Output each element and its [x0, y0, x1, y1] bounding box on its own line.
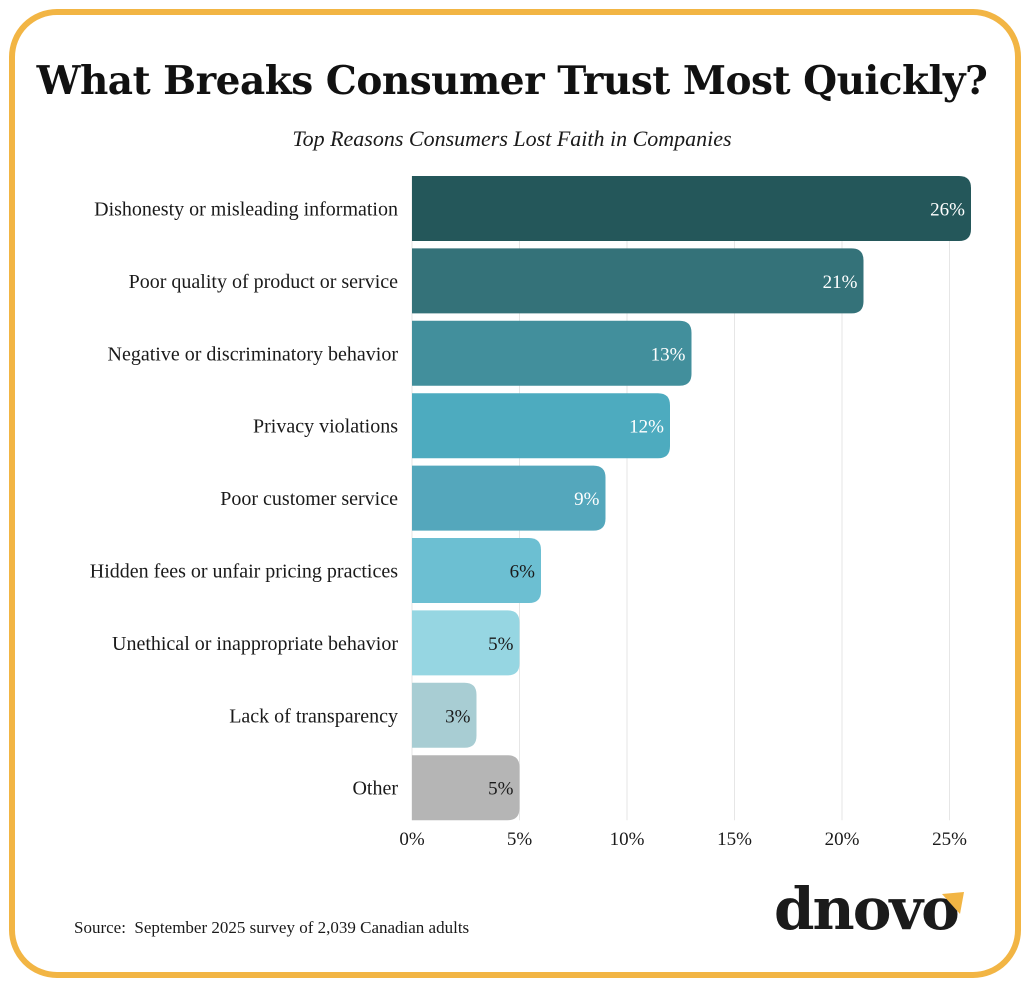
bar-value-label: 12%	[629, 417, 664, 438]
category-label: Poor quality of product or service	[129, 271, 398, 293]
category-label: Dishonesty or misleading information	[94, 199, 398, 221]
bar	[412, 538, 541, 603]
bar	[412, 682, 477, 748]
source-note: Source: September 2025 survey of 2,039 C…	[74, 918, 470, 937]
bar	[412, 248, 864, 314]
bar-value-label: 3%	[445, 706, 471, 727]
bar	[412, 393, 670, 459]
bar-value-label: 6%	[510, 562, 536, 583]
category-label: Unethical or inappropriate behavior	[112, 633, 398, 655]
bars	[412, 176, 971, 821]
logo-wordmark: dnovo	[774, 875, 960, 943]
x-tick-label: 5%	[507, 829, 533, 850]
bar	[412, 465, 606, 531]
chart-title: What Breaks Consumer Trust Most Quickly?	[36, 58, 988, 104]
bar-value-label: 21%	[823, 272, 858, 293]
x-tick-label: 20%	[825, 829, 860, 850]
category-label: Lack of transparency	[229, 705, 398, 727]
category-label: Privacy violations	[253, 416, 398, 438]
category-labels: Dishonesty or misleading information Poor…	[90, 199, 399, 800]
bar	[412, 755, 520, 821]
x-axis-tick-labels: 0% 5% 10% 15% 20% 25%	[399, 829, 967, 850]
bar	[412, 176, 971, 241]
chart-subtitle: Top Reasons Consumers Lost Faith in Comp…	[292, 126, 732, 151]
value-labels: 26% 21% 13% 12% 9% 6% 5% 3% 5%	[445, 200, 965, 800]
bar-value-label: 9%	[574, 489, 600, 510]
x-tick-label: 0%	[399, 829, 425, 850]
bar-value-label: 5%	[488, 634, 514, 655]
dnovo-logo: dnovo	[774, 876, 974, 946]
logo-arrow-icon	[942, 892, 964, 914]
category-label: Other	[352, 778, 398, 800]
x-tick-label: 10%	[610, 829, 645, 850]
x-tick-label: 25%	[932, 829, 967, 850]
bar-value-label: 26%	[930, 200, 965, 221]
category-label: Poor customer service	[220, 488, 398, 510]
bar-value-label: 13%	[651, 344, 686, 365]
bar-value-label: 5%	[488, 779, 514, 800]
x-tick-label: 15%	[717, 829, 752, 850]
category-label: Negative or discriminatory behavior	[108, 343, 399, 365]
category-label: Hidden fees or unfair pricing practices	[90, 561, 398, 583]
bar	[412, 610, 520, 676]
bar	[412, 320, 692, 386]
